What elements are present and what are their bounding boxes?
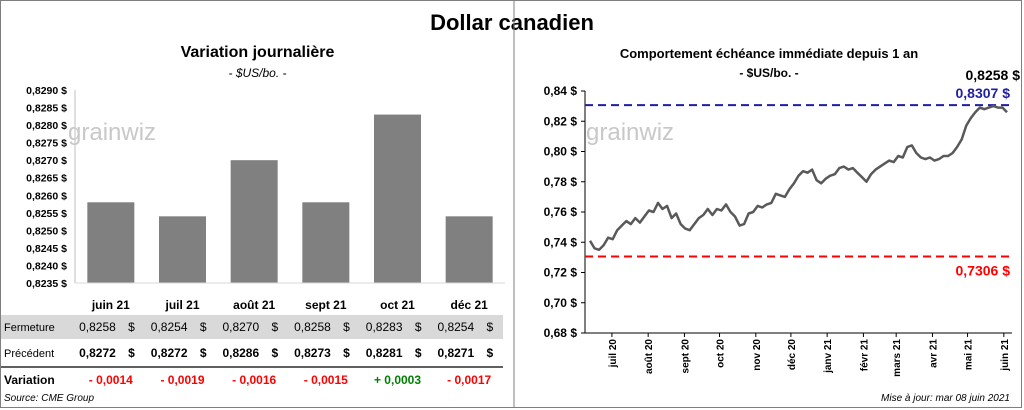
bar-4 (374, 114, 421, 284)
line-x-tick-label: oct 20 (716, 339, 727, 368)
update-note: Mise à jour: mar 08 juin 2021 (881, 393, 1010, 404)
left-chart-title: Variation journalière (180, 44, 335, 61)
line-y-tick-label: 0,72 $ (544, 266, 578, 280)
line-y-tick-label: 0,78 $ (544, 175, 578, 189)
bar-y-tick-label: 0,8265 $ (26, 173, 67, 185)
bar-y-tick-label: 0,8235 $ (26, 278, 67, 290)
lower-reference-label: 0,7306 $ (956, 262, 1011, 278)
table-unit-cell: $ (415, 320, 422, 334)
table-unit-cell: $ (343, 346, 350, 360)
line-x-tick-label: nov 20 (752, 339, 763, 371)
table-value-cell: 0,8258 (79, 320, 116, 334)
table-value-cell: 0,8254 (151, 320, 188, 334)
table-unit-cell: $ (271, 346, 278, 360)
table-value-cell: 0,8271 (437, 346, 474, 360)
line-y-tick-label: 0,84 $ (544, 84, 578, 98)
line-y-tick-label: 0,76 $ (544, 205, 578, 219)
bar-y-tick-label: 0,8250 $ (26, 225, 67, 237)
bar-y-tick-label: 0,8275 $ (26, 138, 67, 150)
bar-y-tick-label: 0,8285 $ (26, 103, 67, 115)
table-change-cell: - 0,0017 (447, 373, 491, 387)
table-row-label: Variation (4, 373, 55, 387)
line-x-tick-label: mai 21 (964, 339, 975, 371)
table-value-cell: 0,8283 (366, 320, 403, 334)
table-value-cell: 0,8273 (294, 346, 331, 360)
bar-category-label: juil 21 (164, 298, 199, 312)
table-unit-cell: $ (271, 320, 278, 334)
table-value-cell: 0,8286 (222, 346, 259, 360)
upper-reference-label: 0,8307 $ (956, 85, 1011, 101)
table-value-cell: 0,8272 (151, 346, 188, 360)
left-chart-subtitle: - $US/bo. - (228, 66, 287, 80)
bar-y-tick-label: 0,8255 $ (26, 208, 67, 220)
right-chart-subtitle: - $US/bo. - (739, 66, 799, 80)
bar-y-tick-label: 0,8290 $ (26, 85, 67, 97)
line-x-tick-label: juin 21 (1000, 339, 1011, 372)
bar-category-label: déc 21 (450, 298, 488, 312)
table-unit-cell: $ (343, 320, 350, 334)
table-unit-cell: $ (415, 346, 422, 360)
line-y-tick-label: 0,82 $ (544, 114, 578, 128)
table-change-cell: - 0,0015 (304, 373, 348, 387)
bar-0 (87, 202, 135, 283)
line-x-tick-label: janv 21 (823, 339, 834, 374)
table-change-cell: - 0,0019 (160, 373, 204, 387)
line-watermark: grainwiz (586, 119, 674, 146)
table-unit-cell: $ (128, 320, 135, 334)
table-row-label: Fermeture (4, 322, 55, 334)
bar-y-tick-label: 0,8240 $ (26, 260, 67, 272)
table-unit-cell: $ (486, 320, 493, 334)
line-x-tick-label: juil 20 (608, 339, 619, 369)
table-value-cell: 0,8258 (294, 320, 331, 334)
bar-5 (445, 216, 493, 283)
bar-3 (302, 202, 350, 283)
table-unit-cell: $ (486, 346, 493, 360)
bar-watermark: grainwiz (68, 119, 156, 146)
line-y-tick-label: 0,74 $ (544, 235, 578, 249)
bar-category-label: juin 21 (91, 298, 130, 312)
bar-y-tick-label: 0,8245 $ (26, 243, 67, 255)
bar-2 (230, 160, 278, 283)
table-row-band (1, 315, 503, 339)
table-change-cell: - 0,0016 (232, 373, 276, 387)
table-value-cell: 0,8272 (79, 346, 116, 360)
line-x-tick-label: sept 20 (680, 339, 691, 374)
line-y-tick-label: 0,68 $ (544, 326, 578, 340)
line-x-tick-label: avr 21 (928, 339, 939, 368)
bar-y-tick-label: 0,8260 $ (26, 190, 67, 202)
bar-category-label: sept 21 (305, 298, 347, 312)
table-unit-cell: $ (200, 346, 207, 360)
line-x-tick-label: déc 20 (787, 339, 798, 371)
price-series-line (588, 104, 1008, 252)
table-value-cell: 0,8254 (437, 320, 474, 334)
source-note: Source: CME Group (4, 393, 95, 404)
table-value-cell: 0,8281 (366, 346, 403, 360)
line-y-tick-label: 0,70 $ (544, 296, 578, 310)
line-x-tick-label: août 20 (644, 339, 655, 374)
bar-category-label: oct 21 (380, 298, 415, 312)
bar-y-tick-label: 0,8280 $ (26, 120, 67, 132)
last-value-label: 0,8258 $ (966, 67, 1021, 83)
table-change-cell: + 0,0003 (374, 373, 421, 387)
main-title: Dollar canadien (430, 10, 594, 35)
line-y-tick-label: 0,80 $ (544, 145, 578, 159)
line-x-tick-label: mars 21 (892, 339, 903, 377)
table-unit-cell: $ (128, 346, 135, 360)
table-change-cell: - 0,0014 (89, 373, 133, 387)
bar-category-label: août 21 (233, 298, 275, 312)
line-x-tick-label: févr 21 (859, 339, 870, 372)
bar-1 (159, 216, 206, 283)
right-chart-title: Comportement échéance immédiate depuis 1… (619, 46, 919, 61)
table-unit-cell: $ (200, 320, 207, 334)
bar-y-tick-label: 0,8270 $ (26, 155, 67, 167)
table-row-label: Précédent (4, 348, 54, 360)
table-value-cell: 0,8270 (222, 320, 259, 334)
